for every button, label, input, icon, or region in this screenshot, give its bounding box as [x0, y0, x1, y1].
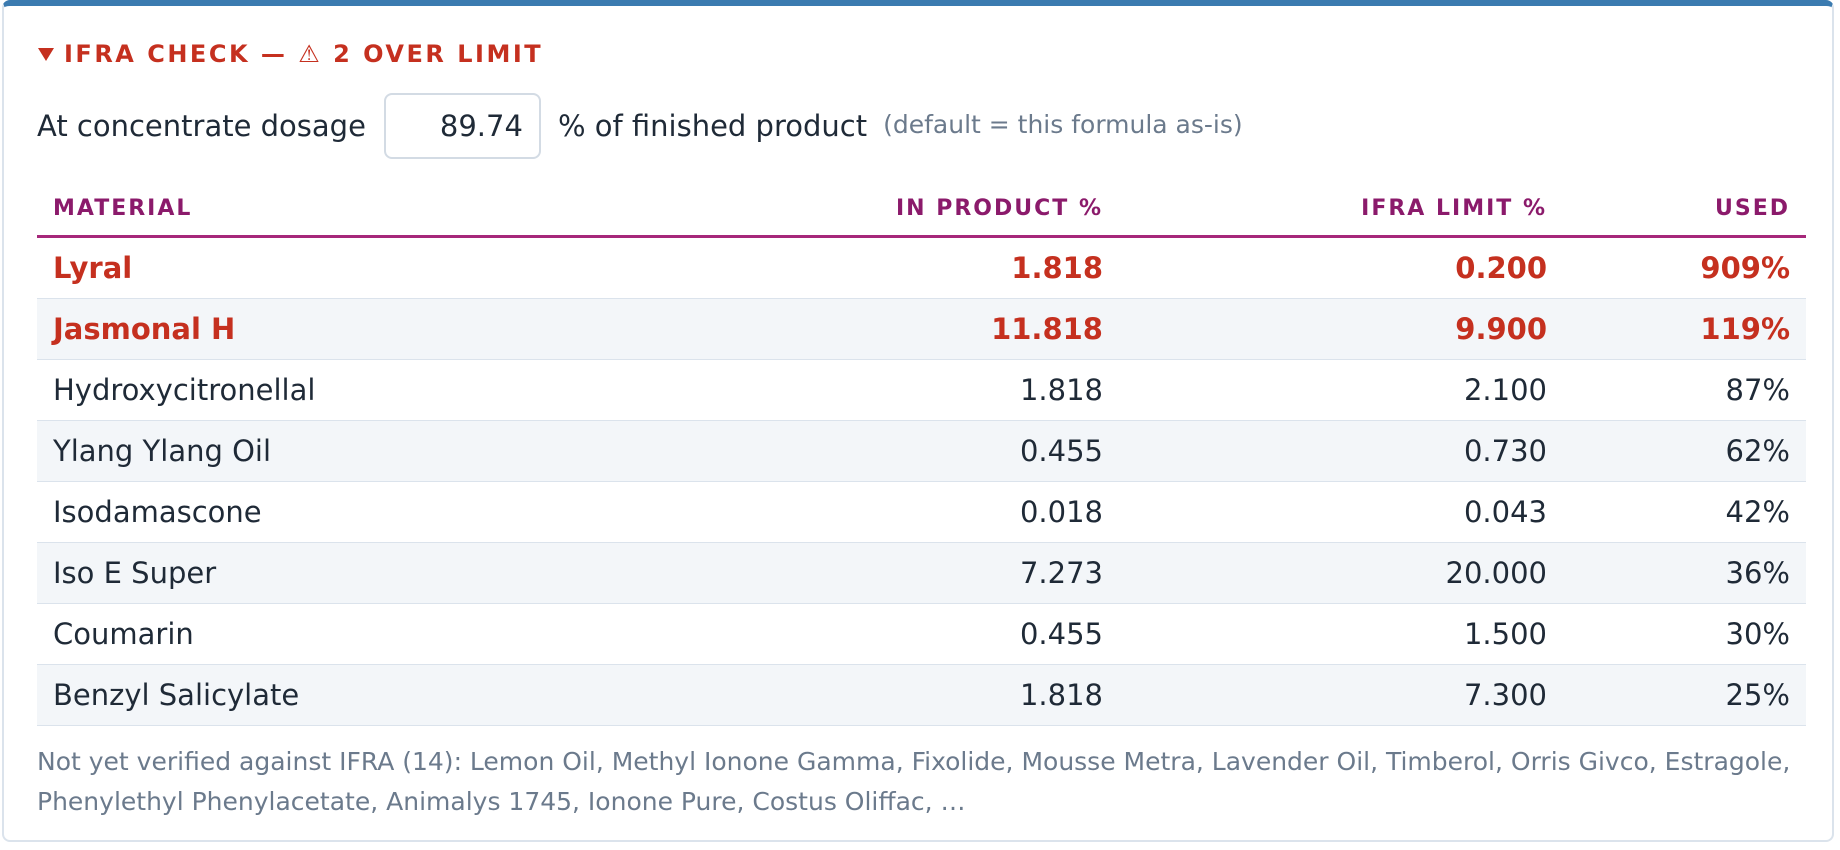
column-header[interactable]: MATERIAL — [37, 182, 706, 238]
value-cell: 119% — [1563, 298, 1806, 360]
column-header[interactable]: USED — [1563, 182, 1806, 238]
value-cell: 42% — [1563, 481, 1806, 543]
value-cell: 1.818 — [706, 236, 1119, 299]
dosage-label: At concentrate dosage — [37, 109, 366, 143]
value-cell: 87% — [1563, 359, 1806, 421]
value-cell: 2.100 — [1119, 359, 1563, 421]
column-header[interactable]: IN PRODUCT % — [706, 182, 1119, 238]
value-cell: 0.043 — [1119, 481, 1563, 543]
dosage-unit: % of finished product — [557, 109, 868, 143]
value-cell: 9.900 — [1119, 298, 1563, 360]
table-row: Jasmonal H 11.818 9.900 119% — [37, 298, 1806, 360]
material-cell: Ylang Ylang Oil — [37, 420, 706, 482]
material-cell: Iso E Super — [37, 542, 706, 604]
unverified-note: Not yet verified against IFRA (14): Lemo… — [37, 747, 1791, 816]
ifra-table: MATERIAL IN PRODUCT % IFRA LIMIT % USED Lyr… — [37, 182, 1806, 726]
value-cell: 36% — [1563, 542, 1806, 604]
material-cell: Hydroxycitronellal — [37, 359, 706, 421]
column-header[interactable]: IFRA LIMIT % — [1119, 182, 1563, 238]
table-body: Lyral 1.818 0.200 909% Jasmonal H 11.818 9.900… — [37, 236, 1806, 726]
table-row: Benzyl Salicylate 1.818 7.300 25% — [37, 664, 1806, 726]
material-cell: Coumarin — [37, 603, 706, 665]
collapse-icon[interactable] — [38, 47, 54, 61]
value-cell: 0.455 — [706, 603, 1119, 665]
value-cell: 1.500 — [1119, 603, 1563, 665]
value-cell: 7.300 — [1119, 664, 1563, 726]
value-cell: 0.200 — [1119, 236, 1563, 299]
table-row: Coumarin 0.455 1.500 30% — [37, 603, 1806, 665]
dosage-input[interactable]: 89.74 — [383, 93, 541, 159]
table-row: Isodamascone 0.018 0.043 42% — [37, 481, 1806, 543]
dosage-hint: (default = this formula as-is) — [883, 109, 1243, 139]
value-cell: 0.730 — [1119, 420, 1563, 482]
dosage-row: At concentrate dosage 89.74 % of finishe… — [37, 92, 1243, 160]
table-row: Hydroxycitronellal 1.818 2.100 87% — [37, 359, 1806, 421]
value-cell: 1.818 — [706, 664, 1119, 726]
value-cell: 909% — [1563, 236, 1806, 299]
table-row: Ylang Ylang Oil 0.455 0.730 62% — [37, 420, 1806, 482]
material-cell: Benzyl Salicylate — [37, 664, 706, 726]
panel-header[interactable]: IFRA CHECK — ⚠ 2 OVER LIMIT — [38, 40, 543, 68]
material-cell: Lyral — [37, 236, 706, 299]
table-row: Lyral 1.818 0.200 909% — [37, 236, 1806, 299]
value-cell: 62% — [1563, 420, 1806, 482]
value-cell: 1.818 — [706, 359, 1119, 421]
header-row: MATERIAL IN PRODUCT % IFRA LIMIT % USED — [37, 182, 1806, 238]
value-cell: 7.273 — [706, 542, 1119, 604]
value-cell: 0.455 — [706, 420, 1119, 482]
value-cell: 20.000 — [1119, 542, 1563, 604]
material-cell: Isodamascone — [37, 481, 706, 543]
value-cell: 0.018 — [706, 481, 1119, 543]
value-cell: 25% — [1563, 664, 1806, 726]
value-cell: 30% — [1563, 603, 1806, 665]
panel-title: IFRA CHECK — ⚠ 2 OVER LIMIT — [64, 40, 544, 68]
table-row: Iso E Super 7.273 20.000 36% — [37, 542, 1806, 604]
material-cell: Jasmonal H — [37, 298, 706, 360]
value-cell: 11.818 — [706, 298, 1119, 360]
